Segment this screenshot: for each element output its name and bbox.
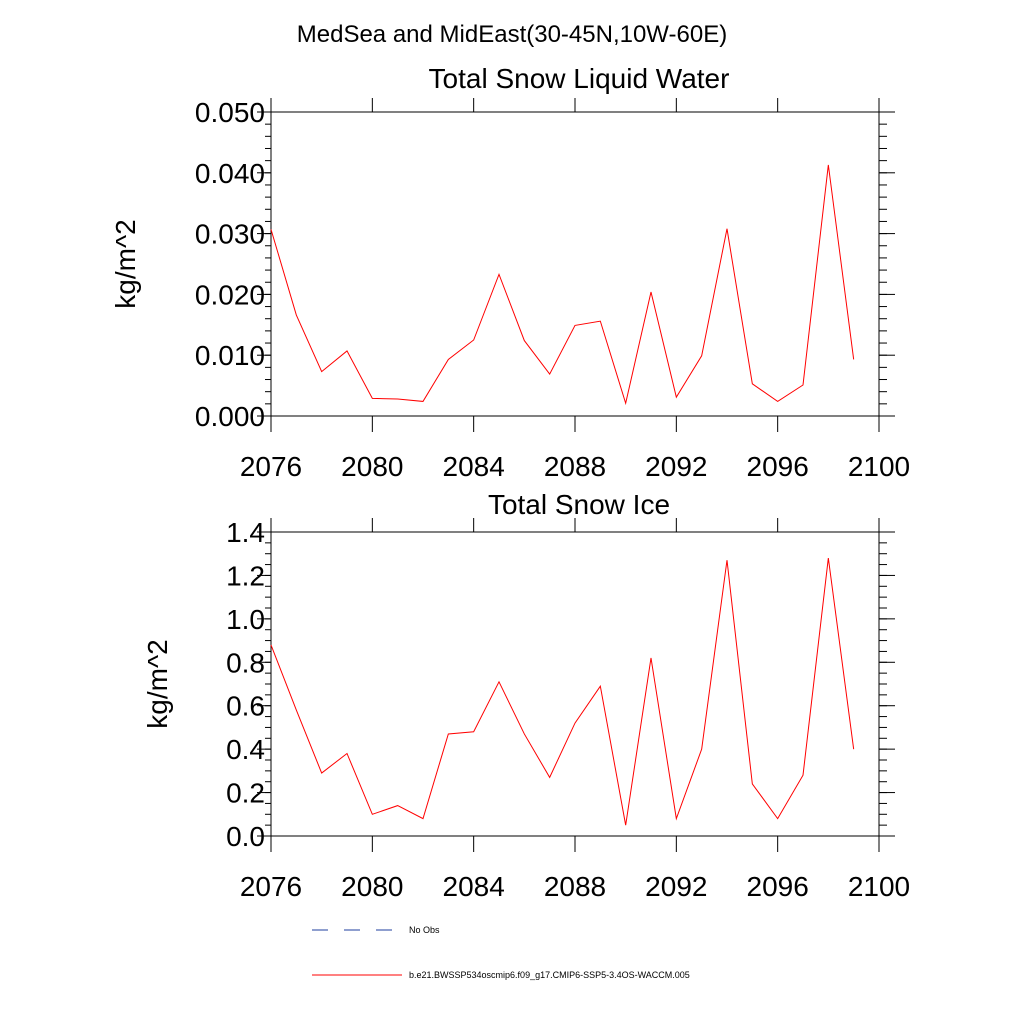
y-tick-label: 0.2	[226, 778, 265, 809]
plot-title: Total Snow Ice	[488, 489, 670, 520]
x-tick-label: 2080	[341, 871, 403, 902]
y-axis-label: kg/m^2	[110, 219, 141, 308]
series-line	[270, 164, 855, 406]
x-tick-label: 2076	[240, 871, 302, 902]
x-tick-label: 2084	[443, 871, 505, 902]
y-tick-label: 0.010	[195, 340, 265, 371]
x-tick-label: 2100	[848, 871, 910, 902]
legend-label-no-obs: No Obs	[409, 925, 440, 935]
x-tick-label: 2092	[645, 451, 707, 482]
figure-title: MedSea and MidEast(30-45N,10W-60E)	[297, 21, 727, 48]
x-tick-label: 2088	[544, 871, 606, 902]
y-tick-label: 1.4	[226, 517, 265, 548]
y-tick-label: 0.0	[226, 821, 265, 852]
y-tick-label: 0.050	[195, 97, 265, 128]
legend-label-model: b.e21.BWSSP534oscmip6.f09_g17.CMIP6-SSP5…	[409, 970, 690, 980]
plot-title: Total Snow Liquid Water	[429, 63, 730, 94]
x-tick-label: 2096	[747, 451, 809, 482]
y-tick-label: 0.040	[195, 158, 265, 189]
y-tick-label: 0.000	[195, 401, 265, 432]
y-tick-label: 0.6	[226, 691, 265, 722]
series-line	[270, 557, 855, 826]
x-tick-label: 2084	[443, 451, 505, 482]
panel-snow-ice: Total Snow Ice 0.0 0.2 0.4 0.6 0.8 1.0 1.2 1.4 20…	[142, 489, 910, 902]
panel-snow-liquid-water: Total Snow Liquid Water 0.000 0.010 0.020 0.…	[110, 63, 910, 482]
x-tick-label: 2092	[645, 871, 707, 902]
x-tick-label: 2096	[747, 871, 809, 902]
x-tick-label: 2076	[240, 451, 302, 482]
y-axis-label: kg/m^2	[142, 639, 173, 728]
x-tick-label: 2100	[848, 451, 910, 482]
y-tick-label: 1.0	[226, 604, 265, 635]
y-tick-label: 0.4	[226, 734, 265, 765]
y-tick-label: 0.030	[195, 219, 265, 250]
y-tick-label: 1.2	[226, 560, 265, 591]
plot-frame	[270, 111, 880, 417]
x-tick-label: 2088	[544, 451, 606, 482]
x-tick-label: 2080	[341, 451, 403, 482]
y-tick-label: 0.020	[195, 279, 265, 310]
legend: No Obs b.e21.BWSSP534oscmip6.f09_g17.CMI…	[312, 925, 690, 980]
y-tick-label: 0.8	[226, 647, 265, 678]
